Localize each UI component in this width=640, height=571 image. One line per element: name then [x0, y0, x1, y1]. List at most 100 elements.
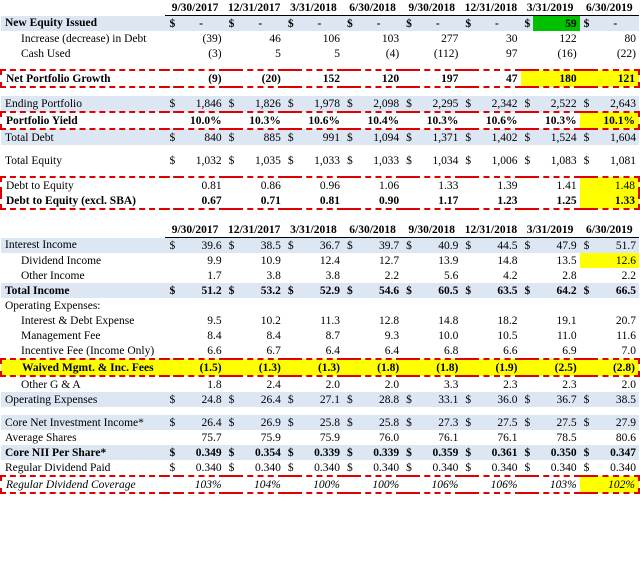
- financial-tables: 9/30/2017 12/31/2017 3/31/2018 6/30/2018 9/3…: [0, 0, 640, 494]
- row-label: Increase (decrease) in Debt: [21, 32, 147, 45]
- currency-symbol: $: [579, 129, 592, 145]
- period-header: 12/31/2018: [461, 222, 521, 238]
- currency-symbol: $: [465, 461, 472, 474]
- cell-value: 10.3%: [414, 111, 462, 130]
- currency-symbol: [520, 69, 533, 88]
- cell-value: 80.6: [615, 431, 636, 444]
- currency-symbol: [343, 268, 355, 283]
- currency-symbol: [165, 193, 178, 210]
- cell-value: 47.9: [532, 237, 580, 253]
- cell-value: 28.8: [355, 392, 403, 407]
- currency-symbol: [284, 31, 296, 46]
- currency-symbol: $: [461, 415, 474, 430]
- cell-value: 120: [355, 69, 403, 88]
- cell-value: 60.5: [414, 283, 462, 298]
- cell-value: 2,342: [473, 96, 521, 112]
- currency-symbol: [283, 69, 296, 88]
- currency-symbol: [580, 313, 592, 328]
- cell-value: 24.8: [177, 392, 225, 407]
- cell-value: 2,643: [591, 96, 639, 112]
- currency-symbol: $: [579, 96, 592, 112]
- row-label: Debt to Equity: [0, 176, 166, 193]
- currency-symbol: [521, 268, 533, 283]
- cell-value: 152: [295, 69, 343, 88]
- cell-value: (22): [616, 47, 636, 60]
- currency-symbol: [343, 313, 355, 328]
- currency-symbol: [461, 358, 474, 377]
- currency-symbol: [461, 111, 474, 130]
- period-header: 6/30/2019: [579, 222, 639, 238]
- currency-symbol: [402, 430, 414, 445]
- currency-symbol: [580, 328, 592, 343]
- currency-symbol: $: [461, 129, 474, 145]
- debt-to-equity-row: Debt to Equity 0.81 0.86 0.96 1.06 1.33 1.39 1.…: [0, 176, 640, 193]
- cell-value: 27.5: [473, 415, 521, 430]
- cell-value: 1,083: [550, 154, 577, 167]
- cell-value: 1,524: [532, 129, 580, 145]
- currency-symbol: [520, 193, 533, 210]
- cell-value: 10.3%: [236, 111, 284, 130]
- interest-income-row: Interest Income $39.6 $38.5 $36.7 $39.7 $40.9…: [1, 237, 639, 253]
- incentive-fee-row: Incentive Fee (Income Only) 6.6 6.7 6.4 6.4 6…: [1, 343, 639, 359]
- currency-symbol: $: [342, 15, 356, 31]
- currency-symbol: [343, 376, 355, 392]
- cell-value: 4.2: [503, 269, 518, 282]
- row-label: Waived Mgmt. & Inc. Fees: [0, 358, 166, 377]
- currency-symbol: $: [342, 283, 356, 298]
- currency-symbol: $: [342, 415, 356, 430]
- cell-value: 12.6: [591, 253, 639, 268]
- currency-symbol: $: [224, 283, 237, 298]
- cell-value: 6.4: [325, 344, 340, 357]
- cell-value: 26.4: [236, 392, 284, 407]
- currency-symbol: [284, 268, 296, 283]
- operating-expenses-hdr-row: Operating Expenses:: [1, 298, 639, 313]
- currency-symbol: $: [579, 15, 592, 31]
- currency-symbol: [579, 193, 592, 210]
- currency-symbol: $: [465, 154, 472, 167]
- currency-symbol: [225, 253, 237, 268]
- cell-value: 52.9: [295, 283, 343, 298]
- currency-symbol: $: [461, 392, 474, 407]
- period-header: 12/31/2017: [224, 0, 284, 16]
- cell-value: -: [414, 15, 462, 31]
- cell-value: (1.8): [414, 358, 462, 377]
- cell-value: 2.0: [384, 378, 400, 391]
- cell-value: 1,604: [591, 129, 639, 145]
- currency-symbol: [461, 253, 473, 268]
- currency-symbol: [283, 176, 296, 193]
- cell-value: 121: [591, 69, 640, 88]
- cell-value: 76.1: [497, 431, 518, 444]
- currency-symbol: [580, 376, 592, 392]
- currency-symbol: [402, 69, 415, 88]
- cell-value: 9.3: [384, 329, 400, 342]
- cell-value: (1.3): [295, 358, 343, 377]
- cell-value: 1,032: [195, 154, 222, 167]
- currency-symbol: $: [520, 415, 533, 430]
- cell-value: 27.1: [295, 392, 343, 407]
- row-label: Regular Dividend Paid: [5, 461, 111, 474]
- cell-value: 103%: [177, 475, 225, 494]
- currency-symbol: $: [224, 96, 237, 112]
- spacer-row: [1, 168, 639, 177]
- currency-symbol: $: [165, 392, 178, 407]
- currency-symbol: $: [520, 237, 533, 253]
- currency-symbol: [579, 69, 592, 88]
- currency-symbol: $: [283, 129, 296, 145]
- cell-value: (9): [177, 69, 225, 88]
- cell-value: 0.340: [195, 461, 222, 474]
- currency-symbol: [402, 31, 414, 46]
- section-gap: [0, 210, 640, 222]
- cell-value: -: [295, 15, 343, 31]
- cell-value: 3.3: [443, 378, 459, 391]
- cell-value: 14.8: [438, 314, 459, 327]
- row-label: Dividend Income: [21, 254, 102, 267]
- currency-symbol: [580, 268, 592, 283]
- cell-value: 36.7: [295, 237, 343, 253]
- currency-symbol: [283, 193, 296, 210]
- cell-value: -: [355, 15, 403, 31]
- cell-value: 0.359: [414, 445, 462, 460]
- currency-symbol: [343, 46, 355, 61]
- currency-symbol: [165, 31, 177, 46]
- cell-value: 30: [506, 32, 518, 45]
- cell-value: 0.90: [355, 193, 403, 210]
